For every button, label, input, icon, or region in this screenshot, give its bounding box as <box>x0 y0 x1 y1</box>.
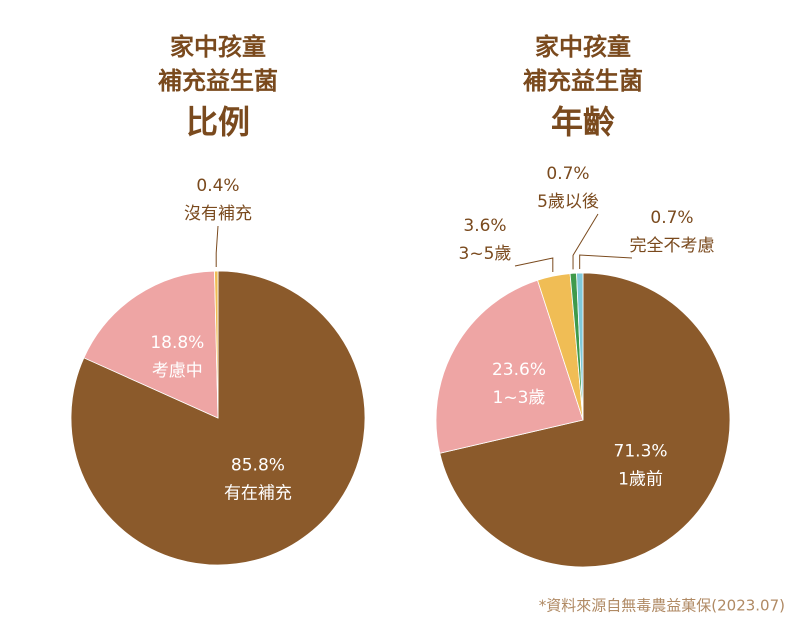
chart-title: 家中孩童 <box>170 33 266 61</box>
footnote: *資料來源自無毒農益菓保(2023.07) <box>539 597 785 615</box>
leader-line <box>579 254 633 270</box>
category-label: 沒有補充 <box>184 204 252 224</box>
category-label: 1~3歲 <box>493 388 546 408</box>
chart-title: 比例 <box>186 103 250 141</box>
pie-slice <box>83 270 219 419</box>
pie-slice <box>214 270 219 419</box>
data-label: 23.6% <box>492 360 546 380</box>
pie-slice <box>439 272 731 568</box>
chart-title: 補充益生菌 <box>157 67 278 95</box>
data-label: 71.3% <box>614 442 668 462</box>
pie-slice <box>576 272 584 421</box>
data-label: 18.8% <box>150 333 204 353</box>
leader-line <box>572 213 599 270</box>
data-label: 0.7% <box>650 208 693 228</box>
category-label: 完全不考慮 <box>630 236 715 256</box>
chart-title: 家中孩童 <box>535 33 631 61</box>
chart-title: 補充益生菌 <box>522 67 643 95</box>
data-label: 85.8% <box>231 456 285 476</box>
category-label: 考慮中 <box>152 361 203 381</box>
leader-line <box>514 257 554 273</box>
data-label: 0.7% <box>546 164 589 184</box>
data-label: 0.4% <box>196 176 239 196</box>
pie-slice <box>435 279 584 454</box>
data-label: 3.6% <box>463 216 506 236</box>
category-label: 有在補充 <box>224 484 292 504</box>
category-label: 3~5歲 <box>459 244 512 264</box>
category-label: 5歲以後 <box>537 192 599 212</box>
category-label: 1歲前 <box>618 470 663 490</box>
chart-title: 年齡 <box>551 103 615 141</box>
leader-line <box>215 225 219 268</box>
